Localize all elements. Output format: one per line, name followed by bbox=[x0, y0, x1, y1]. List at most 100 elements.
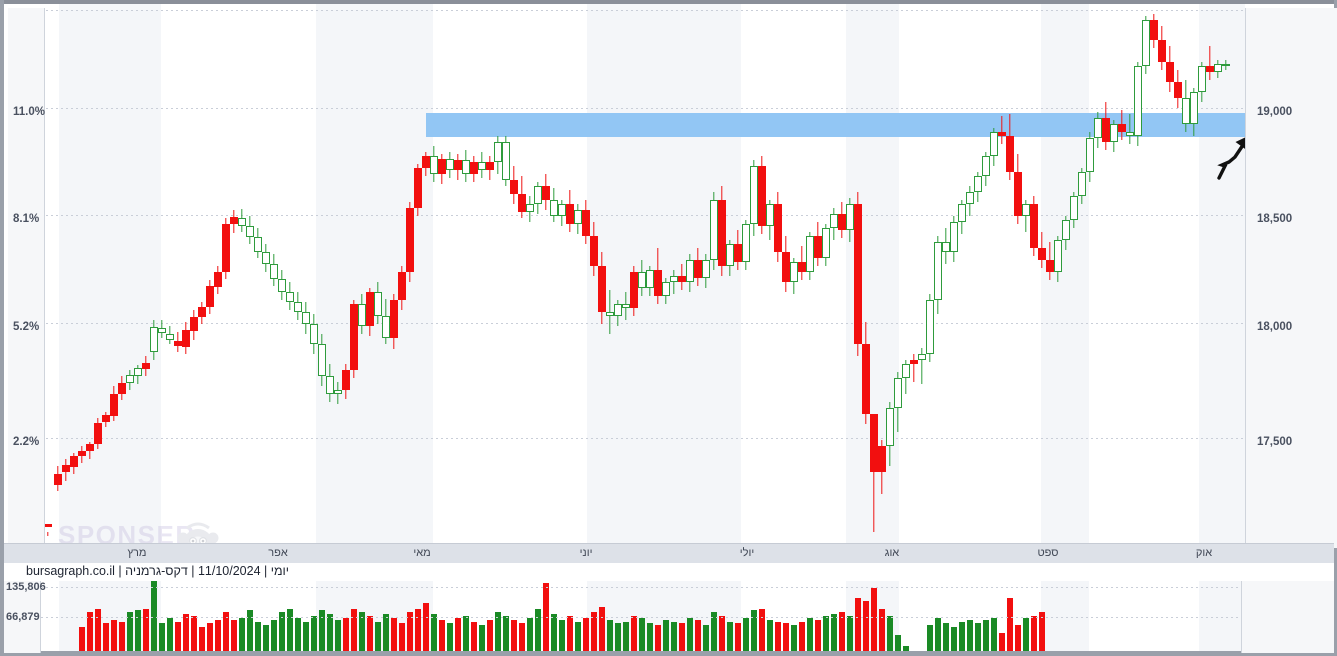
candlestick bbox=[846, 4, 854, 544]
candle-body bbox=[822, 228, 830, 258]
candlestick bbox=[1182, 4, 1190, 544]
candlestick bbox=[950, 4, 958, 544]
volume-bar bbox=[103, 623, 109, 653]
candle-body bbox=[470, 162, 478, 174]
candle-body bbox=[902, 364, 910, 378]
candlestick bbox=[758, 4, 766, 544]
volume-bar bbox=[295, 617, 301, 653]
candle-body bbox=[1158, 40, 1166, 62]
candlestick bbox=[118, 4, 126, 544]
x-axis-month-label: ספט bbox=[1037, 547, 1059, 559]
candlestick bbox=[630, 4, 638, 544]
month-band bbox=[587, 4, 741, 544]
right-price-axis: 19,000 18,500 18,000 17,500 bbox=[1245, 8, 1337, 548]
candle-body bbox=[982, 156, 990, 176]
volume-bar bbox=[359, 612, 365, 653]
candlestick bbox=[798, 4, 806, 544]
candlestick bbox=[742, 4, 750, 544]
candle-body bbox=[222, 224, 230, 272]
candlestick bbox=[934, 4, 942, 544]
volume-bar bbox=[791, 625, 797, 653]
candle-body bbox=[582, 210, 590, 236]
volume-bar bbox=[511, 619, 517, 653]
candlestick bbox=[750, 4, 758, 544]
candlestick bbox=[654, 4, 662, 544]
volume-bar bbox=[823, 616, 829, 653]
candlestick bbox=[590, 4, 598, 544]
volume-bar bbox=[783, 623, 789, 653]
x-axis-month-strip: מרץ אפר מאי יוני יולי אוג ספט אוק bbox=[4, 543, 1334, 563]
candle-body bbox=[174, 341, 182, 346]
volume-gridline bbox=[41, 617, 1241, 618]
candlestick bbox=[78, 4, 86, 544]
candle-body bbox=[782, 252, 790, 282]
candlestick bbox=[1022, 4, 1030, 544]
volume-baseline bbox=[41, 651, 1241, 653]
candlestick bbox=[70, 4, 78, 544]
candle-body bbox=[414, 168, 422, 208]
price-plot-area[interactable] bbox=[41, 4, 1245, 544]
candle-body bbox=[942, 242, 950, 252]
candlestick bbox=[174, 4, 182, 544]
candle-body bbox=[750, 166, 758, 224]
volume-bar bbox=[231, 619, 237, 653]
candle-body bbox=[614, 304, 622, 316]
volume-bar bbox=[879, 608, 885, 653]
candle-body bbox=[990, 132, 998, 156]
volume-bar bbox=[375, 621, 381, 653]
volume-bar bbox=[1031, 616, 1037, 653]
candle-body bbox=[742, 224, 750, 262]
candle-body bbox=[270, 264, 278, 279]
candle-body bbox=[886, 408, 894, 446]
candle-body bbox=[638, 272, 646, 288]
candle-body bbox=[686, 260, 694, 282]
candle-body bbox=[566, 204, 574, 224]
candle-body bbox=[190, 317, 198, 331]
candle-body bbox=[734, 244, 742, 262]
candle-body bbox=[534, 186, 542, 204]
volume-bar bbox=[967, 619, 973, 653]
volume-bar bbox=[447, 623, 453, 653]
candlestick bbox=[926, 4, 934, 544]
volume-bar bbox=[647, 623, 653, 653]
candlestick bbox=[1086, 4, 1094, 544]
candle-body bbox=[766, 204, 774, 226]
volume-bar bbox=[887, 616, 893, 653]
candlestick bbox=[1222, 4, 1230, 544]
left-percent-axis: 11.0% 8.1% 5.2% 2.2% bbox=[8, 8, 45, 548]
candlestick bbox=[94, 4, 102, 544]
volume-bar bbox=[351, 608, 357, 653]
volume-bar bbox=[831, 614, 837, 653]
candle-wick bbox=[673, 270, 675, 294]
volume-bar bbox=[959, 621, 965, 653]
candle-body bbox=[254, 237, 262, 252]
candle-body bbox=[126, 375, 134, 383]
candle-body bbox=[398, 272, 406, 300]
x-axis-month-label: מאי bbox=[413, 547, 431, 559]
volume-bar bbox=[119, 621, 125, 653]
candlestick bbox=[358, 4, 366, 544]
candlestick bbox=[478, 4, 486, 544]
candlestick bbox=[990, 4, 998, 544]
candlestick bbox=[438, 4, 446, 544]
candlestick bbox=[974, 4, 982, 544]
candlestick bbox=[1174, 4, 1182, 544]
candlestick bbox=[486, 4, 494, 544]
candlestick bbox=[958, 4, 966, 544]
volume-bar bbox=[207, 623, 213, 653]
candle-body bbox=[1150, 20, 1158, 40]
candle-body bbox=[550, 200, 558, 216]
candle-body bbox=[870, 414, 878, 472]
candle-body bbox=[358, 304, 366, 326]
volume-bar bbox=[711, 612, 717, 653]
candlestick bbox=[662, 4, 670, 544]
volume-bar bbox=[367, 616, 373, 653]
candle-body bbox=[1166, 62, 1174, 82]
candle-body bbox=[606, 312, 614, 316]
candle-body bbox=[894, 378, 902, 408]
candle-body bbox=[926, 300, 934, 354]
candlestick bbox=[1142, 4, 1150, 544]
volume-bar bbox=[391, 617, 397, 653]
candle-body bbox=[1198, 66, 1206, 92]
volume-bar bbox=[439, 619, 445, 653]
